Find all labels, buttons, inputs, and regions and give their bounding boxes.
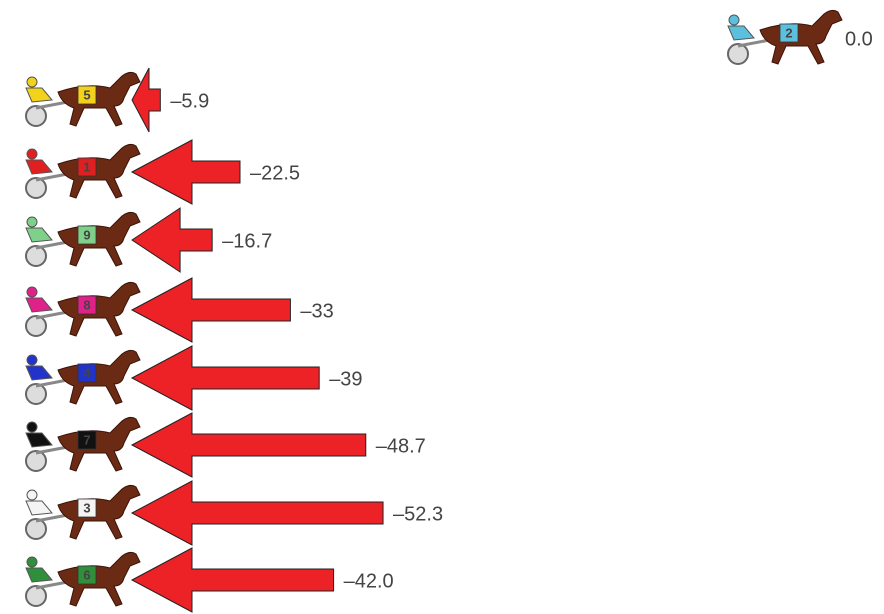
sulky-wheel [26,106,46,126]
value-label: –5.9 [170,90,209,112]
horse-icon: 1 [26,144,140,198]
horse-body [760,10,842,64]
value-label: –42.0 [344,570,394,592]
saddle-number: 7 [83,432,90,447]
driver-head [27,77,37,87]
value-label: –39 [329,368,362,390]
arrow [132,140,240,204]
driver-head [27,149,37,159]
horse-icon: 6 [26,552,140,606]
sulky-wheel [26,384,46,404]
driver-head [27,217,37,227]
value-label: –16.7 [222,230,272,252]
driver-body [26,88,52,102]
driver-head [27,490,37,500]
driver-body [26,160,52,174]
chart: 2 0.0 5 –5.9 1 –22.5 9 –16.7 8 –33 4 –39 7 –48.7 3 –52.… [0,0,884,614]
arrow [132,208,212,272]
sulky-wheel [26,246,46,266]
driver-body [26,433,52,447]
value-label: –52.3 [393,503,443,525]
saddle-number: 5 [83,87,90,102]
arrow [132,346,319,410]
saddle-number: 4 [83,365,91,380]
horse-body [58,212,140,266]
saddle-number: 1 [83,159,90,174]
saddle-number: 2 [785,25,792,40]
horse-body [58,350,140,404]
sulky-wheel [26,316,46,336]
horse-icon: 4 [26,350,140,404]
horse-body [58,552,140,606]
horse-body [58,144,140,198]
driver-head [27,422,37,432]
value-label: 0.0 [845,28,873,50]
driver-body [728,26,754,40]
driver-head [27,287,37,297]
saddle-number: 8 [83,297,90,312]
horse-icon: 7 [26,417,140,471]
saddle-number: 6 [83,567,90,582]
sulky-wheel [26,178,46,198]
driver-body [26,366,52,380]
arrow [132,413,366,477]
driver-head [27,355,37,365]
driver-head [729,15,739,25]
arrow [132,481,383,545]
arrow [132,278,290,342]
sulky-wheel [728,44,748,64]
driver-body [26,298,52,312]
sulky-wheel [26,519,46,539]
horse-icon: 5 [26,72,140,126]
saddle-number: 9 [83,227,90,242]
driver-body [26,501,52,515]
arrow [132,548,334,612]
driver-head [27,557,37,567]
horse-icon: 3 [26,485,140,539]
driver-body [26,228,52,242]
value-label: –48.7 [376,435,426,457]
saddle-number: 3 [83,500,90,515]
horse-body [58,417,140,471]
horse-body [58,485,140,539]
value-label: –33 [300,300,333,322]
horse-icon: 9 [26,212,140,266]
horse-icon: 8 [26,282,140,336]
page: 2 0.0 5 –5.9 1 –22.5 9 –16.7 8 –33 4 –39 7 –48.7 3 –52.… [0,0,884,614]
horse-icon: 2 [728,10,842,64]
horse-body [58,282,140,336]
horse-body [58,72,140,126]
driver-body [26,568,52,582]
value-label: –22.5 [250,162,300,184]
sulky-wheel [26,451,46,471]
sulky-wheel [26,586,46,606]
